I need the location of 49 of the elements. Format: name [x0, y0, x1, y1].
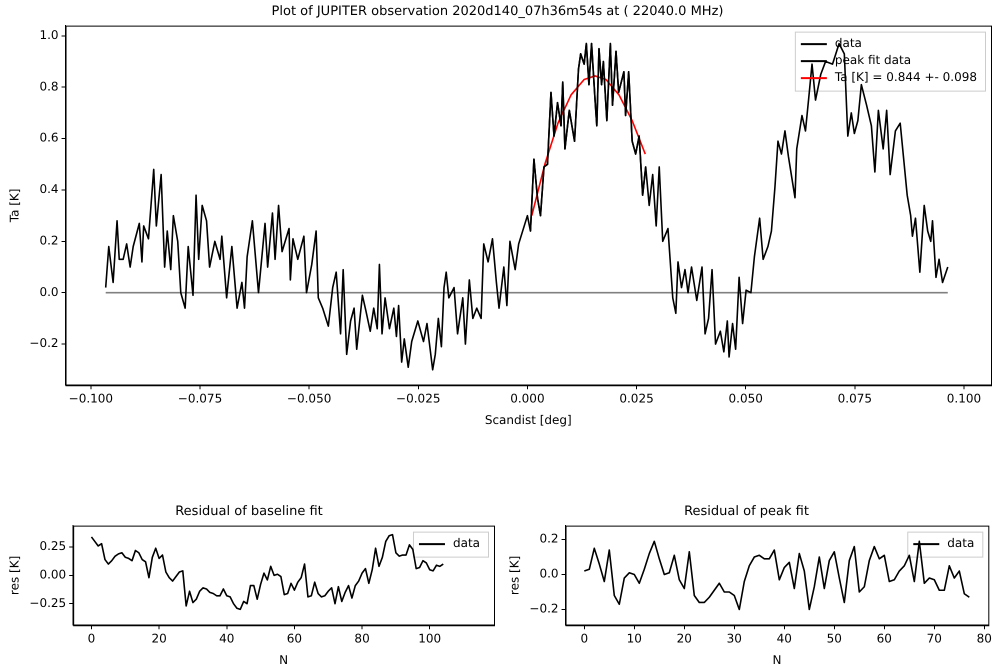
chart-title: Plot of JUPITER observation 2020d140_07h36m54s at ( 22040.0 MHz)	[272, 4, 724, 20]
y-tick-label: 0.6	[39, 130, 59, 145]
x-tick-label: 20	[676, 632, 692, 646]
y-tick-label: 0.4	[39, 182, 59, 196]
y-tick-label: 0.2	[539, 532, 559, 546]
x-tick-label: 60	[286, 632, 302, 646]
x-tick-label: 0.075	[838, 392, 872, 406]
x-tick-label: 60	[876, 632, 892, 646]
x-tick-label: 10	[626, 632, 642, 646]
y-axis-title: res [K]	[7, 556, 22, 596]
y-tick-label: 0.8	[39, 79, 59, 94]
x-tick-label: 0	[580, 632, 588, 646]
x-tick-label: −0.050	[286, 392, 332, 406]
x-tick-label: 0	[88, 632, 96, 646]
y-tick-label: 0.25	[39, 539, 66, 554]
x-tick-label: 80	[354, 632, 370, 646]
y-tick-label: 1.0	[39, 28, 59, 42]
x-tick-label: 80	[976, 632, 992, 646]
legend-label: data	[834, 36, 862, 50]
x-tick-label: −0.100	[68, 392, 114, 406]
chart-title: Residual of peak fit	[684, 504, 809, 520]
x-tick-label: −0.075	[178, 392, 222, 406]
chart-title: Residual of baseline fit	[175, 504, 323, 520]
legend-label: data	[947, 536, 974, 550]
x-tick-label: −0.025	[396, 392, 440, 406]
x-axis-title: N	[772, 652, 782, 667]
x-tick-label: 20	[151, 632, 167, 646]
x-tick-label: 0.050	[728, 392, 763, 406]
x-tick-label: 70	[926, 632, 942, 646]
x-tick-label: 0.100	[946, 392, 982, 406]
y-tick-label: 0.00	[39, 568, 66, 582]
x-tick-label: 30	[726, 632, 742, 646]
y-tick-label: −0.2	[29, 336, 59, 350]
y-tick-label: −0.25	[29, 596, 66, 610]
x-tick-label: 0.025	[619, 392, 654, 406]
legend-label: data	[452, 536, 480, 550]
y-tick-label: 0.2	[39, 233, 59, 248]
x-axis-title: N	[279, 652, 288, 667]
x-tick-label: 50	[826, 632, 842, 646]
x-axis-title: Scandist [deg]	[484, 412, 572, 427]
y-tick-label: 0.0	[539, 566, 559, 581]
x-tick-label: 40	[219, 632, 234, 646]
y-axis-title: res [K]	[507, 556, 522, 596]
x-tick-label: 0.000	[510, 392, 545, 406]
x-tick-label: 40	[776, 632, 792, 646]
y-tick-label: −0.2	[529, 602, 559, 616]
y-tick-label: 0.0	[39, 284, 59, 299]
x-tick-label: 100	[418, 632, 442, 646]
y-axis-title: Ta [K]	[7, 188, 22, 224]
